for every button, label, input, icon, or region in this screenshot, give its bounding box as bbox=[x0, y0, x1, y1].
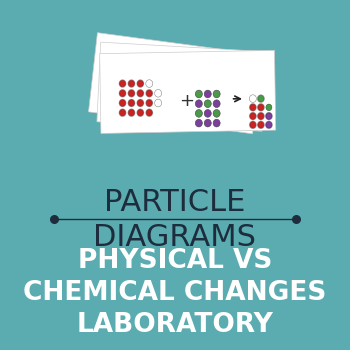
Circle shape bbox=[146, 80, 153, 88]
Circle shape bbox=[155, 99, 162, 107]
Circle shape bbox=[257, 104, 264, 111]
Circle shape bbox=[258, 96, 264, 102]
Circle shape bbox=[195, 100, 202, 107]
Circle shape bbox=[258, 104, 264, 111]
Circle shape bbox=[128, 109, 135, 117]
Circle shape bbox=[195, 110, 202, 117]
Circle shape bbox=[155, 90, 162, 97]
Circle shape bbox=[120, 100, 126, 106]
Circle shape bbox=[146, 100, 152, 106]
Circle shape bbox=[119, 90, 126, 97]
Circle shape bbox=[146, 109, 153, 117]
Circle shape bbox=[128, 99, 135, 107]
Circle shape bbox=[146, 90, 152, 97]
Circle shape bbox=[204, 90, 211, 98]
Circle shape bbox=[249, 95, 257, 103]
Circle shape bbox=[258, 113, 264, 119]
Circle shape bbox=[266, 121, 272, 128]
Circle shape bbox=[128, 90, 135, 97]
Text: PHYSICAL VS
CHEMICAL CHANGES
LABORATORY: PHYSICAL VS CHEMICAL CHANGES LABORATORY bbox=[23, 248, 327, 338]
Circle shape bbox=[138, 110, 144, 116]
Point bbox=[51, 216, 57, 222]
Circle shape bbox=[213, 110, 220, 117]
Circle shape bbox=[257, 112, 264, 120]
Circle shape bbox=[213, 119, 220, 127]
Circle shape bbox=[265, 121, 272, 129]
Circle shape bbox=[266, 104, 272, 111]
Circle shape bbox=[266, 113, 272, 119]
Circle shape bbox=[120, 90, 126, 97]
Circle shape bbox=[249, 121, 257, 129]
Polygon shape bbox=[100, 50, 276, 133]
Point bbox=[293, 216, 299, 222]
Circle shape bbox=[146, 110, 152, 116]
Circle shape bbox=[128, 100, 134, 106]
Circle shape bbox=[257, 95, 264, 103]
Circle shape bbox=[128, 110, 134, 116]
Circle shape bbox=[137, 90, 144, 97]
Circle shape bbox=[257, 121, 264, 129]
Circle shape bbox=[146, 99, 153, 107]
Circle shape bbox=[146, 90, 153, 97]
Circle shape bbox=[204, 119, 211, 127]
Circle shape bbox=[138, 90, 144, 97]
Circle shape bbox=[120, 110, 126, 116]
Circle shape bbox=[250, 121, 256, 128]
Text: PARTICLE: PARTICLE bbox=[104, 188, 246, 217]
Circle shape bbox=[250, 104, 256, 111]
Text: DIAGRAMS: DIAGRAMS bbox=[93, 223, 257, 252]
Circle shape bbox=[213, 90, 220, 98]
Circle shape bbox=[249, 104, 257, 111]
Circle shape bbox=[128, 80, 134, 87]
Circle shape bbox=[249, 112, 257, 120]
Circle shape bbox=[138, 80, 144, 87]
Circle shape bbox=[119, 80, 126, 88]
Circle shape bbox=[265, 112, 272, 120]
Circle shape bbox=[137, 80, 144, 88]
Circle shape bbox=[195, 90, 202, 98]
Text: +: + bbox=[178, 92, 194, 110]
Circle shape bbox=[138, 100, 144, 106]
Circle shape bbox=[213, 100, 220, 107]
Polygon shape bbox=[89, 33, 261, 134]
Circle shape bbox=[119, 99, 126, 107]
Circle shape bbox=[204, 110, 211, 117]
Circle shape bbox=[137, 99, 144, 107]
Circle shape bbox=[195, 119, 202, 127]
Circle shape bbox=[128, 90, 134, 97]
Circle shape bbox=[258, 121, 264, 128]
Circle shape bbox=[120, 80, 126, 87]
Circle shape bbox=[250, 113, 256, 119]
Polygon shape bbox=[97, 42, 266, 131]
Circle shape bbox=[204, 100, 211, 107]
Circle shape bbox=[128, 80, 135, 88]
Circle shape bbox=[137, 109, 144, 117]
Circle shape bbox=[119, 109, 126, 117]
